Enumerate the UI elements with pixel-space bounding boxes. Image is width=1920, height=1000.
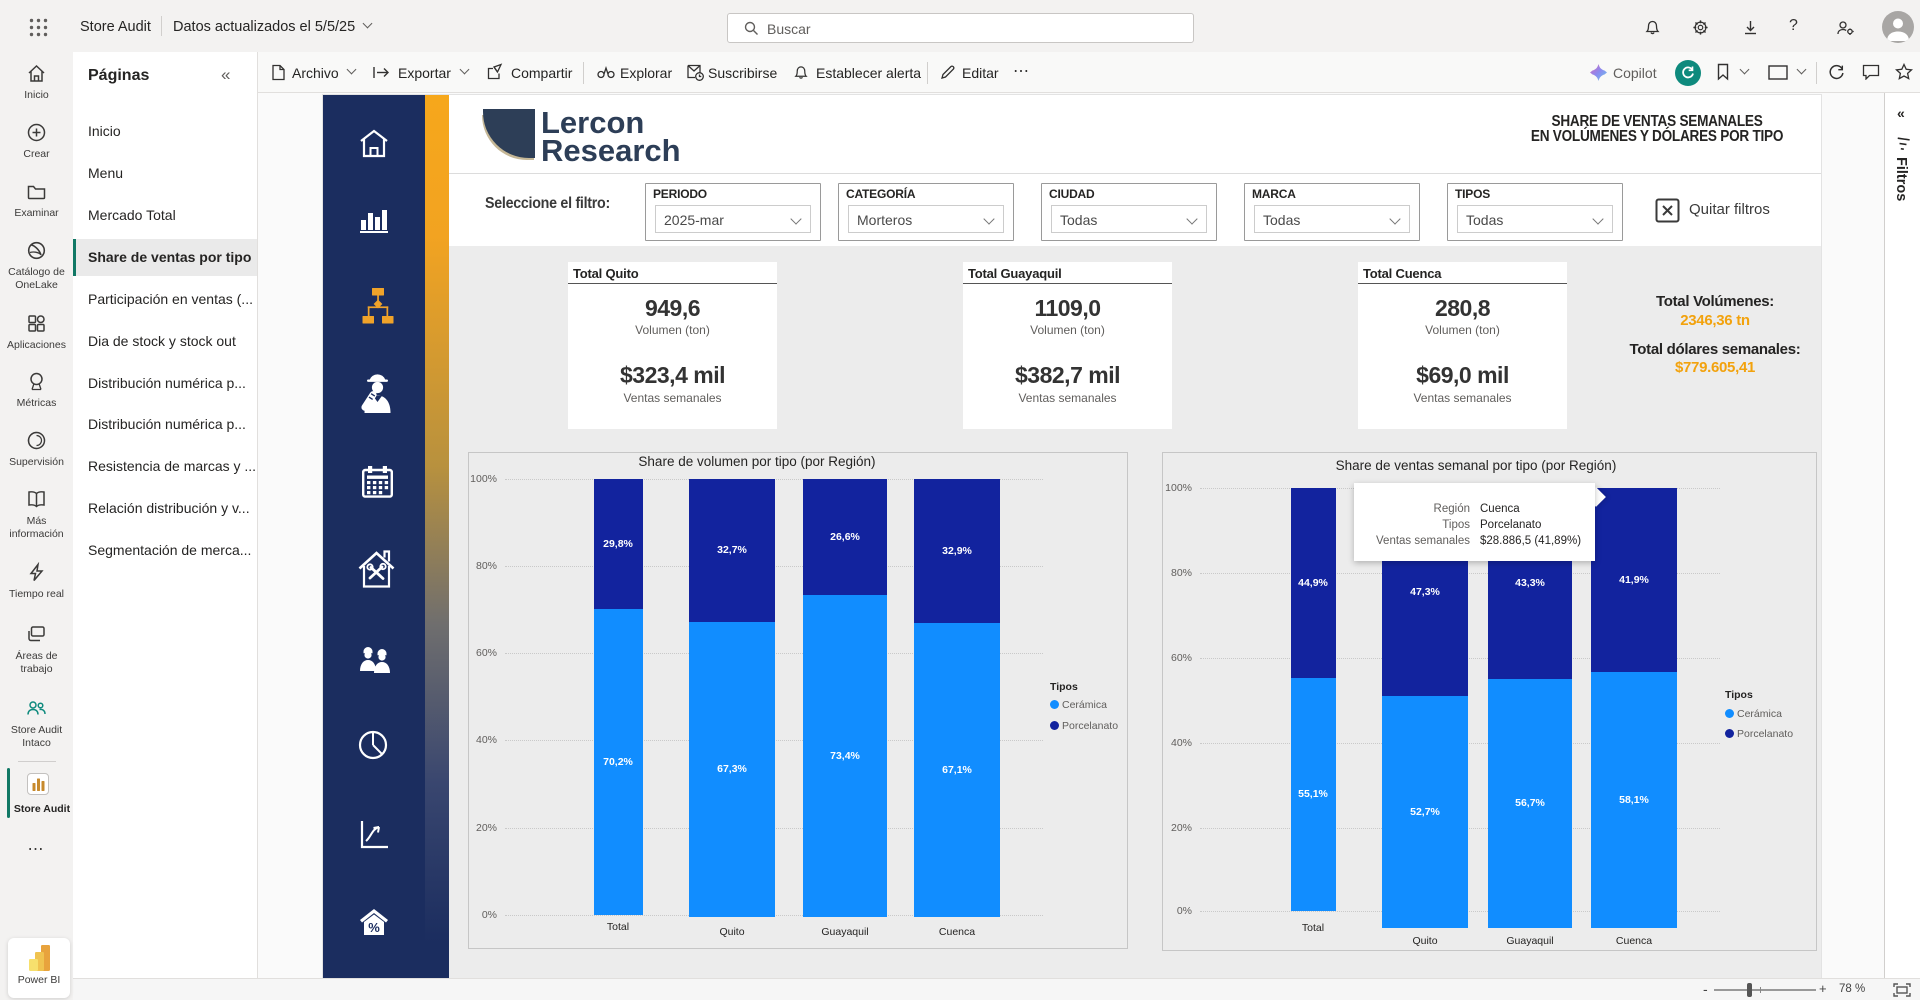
- svg-text:%: %: [368, 920, 380, 935]
